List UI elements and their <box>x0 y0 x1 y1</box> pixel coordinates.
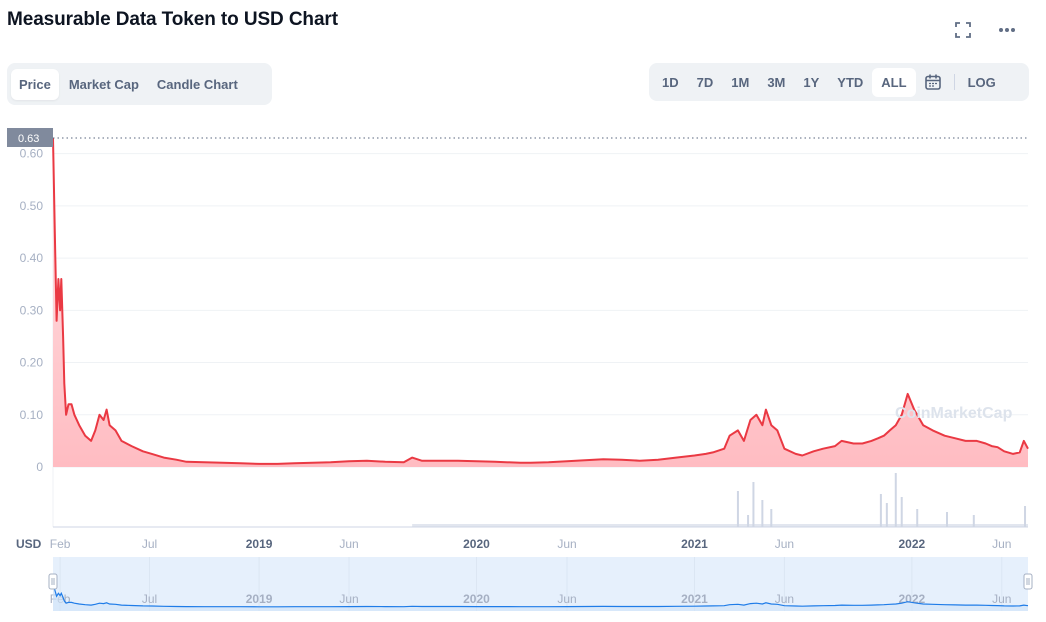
log-toggle[interactable]: LOG <box>967 74 996 90</box>
y-tick-label: 0.30 <box>20 303 44 317</box>
x-tick-label: Jun <box>339 537 358 551</box>
volume-bar <box>747 515 750 527</box>
range-all[interactable]: ALL <box>872 67 916 97</box>
volume-bar <box>1024 506 1027 527</box>
tab-price[interactable]: Price <box>11 68 59 100</box>
volume-baseline <box>412 524 1028 527</box>
x-axis: Feb Jul 2019 Jun 2020 Jun 2021 Jun 2022 Jun <box>50 537 1012 551</box>
volume-bar <box>736 491 739 527</box>
tab-candle-chart[interactable]: Candle Chart <box>156 76 238 92</box>
time-range-selector: 1D 7D 1M 3M 1Y YTD ALL LOG <box>649 63 1029 101</box>
volume-bar <box>945 512 948 527</box>
price-area <box>53 138 1028 467</box>
navigator-tick-label: Jun <box>775 592 794 606</box>
volume-bar <box>770 509 773 527</box>
y-tick-label: 0.40 <box>20 251 44 265</box>
more-icon[interactable] <box>995 18 1019 42</box>
max-value-label: 0.63 <box>18 133 39 145</box>
chart-type-tabs: Price Market Cap Candle Chart <box>7 63 272 105</box>
y-tick-label: 0.10 <box>20 408 44 422</box>
navigator-range[interactable] <box>53 557 1028 611</box>
range-1y[interactable]: 1Y <box>803 74 820 90</box>
navigator-tick-label: 2019 <box>246 592 273 606</box>
navigator-tick-label: Feb <box>50 592 71 606</box>
volume-bar <box>885 503 888 527</box>
volume-bar <box>879 494 882 527</box>
fullscreen-icon[interactable] <box>951 18 975 42</box>
x-tick-label: Jun <box>557 537 576 551</box>
y-tick-label: 0.50 <box>20 199 44 213</box>
volume-bar <box>972 515 975 527</box>
navigator: Feb Jul 2019 Jun 2020 Jun 2021 Jun 2022 Jun <box>48 557 1033 611</box>
range-1m[interactable]: 1M <box>731 74 750 90</box>
x-tick-label: Feb <box>50 537 71 551</box>
range-ytd[interactable]: YTD <box>837 74 864 90</box>
calendar-icon[interactable] <box>922 71 944 93</box>
volume-bars <box>412 473 1028 527</box>
navigator-line <box>52 582 1029 608</box>
volume-bar <box>752 482 755 527</box>
range-1d[interactable]: 1D <box>662 74 679 90</box>
range-7d[interactable]: 7D <box>696 74 714 90</box>
grid-lines <box>52 138 1028 528</box>
currency-label: USD <box>16 537 42 551</box>
navigator-tick-label: Jun <box>557 592 576 606</box>
price-line <box>52 137 1029 465</box>
tab-market-cap[interactable]: Market Cap <box>68 76 139 92</box>
watermark: CoinMarketCap <box>895 405 1013 422</box>
volume-bar <box>894 473 897 527</box>
y-axis: 0 0.10 0.20 0.30 0.40 0.50 0.60 <box>20 147 44 474</box>
navigator-tick-label: Jun <box>339 592 358 606</box>
x-tick-label: 2022 <box>899 537 926 551</box>
volume-bar <box>761 500 764 527</box>
navigator-handle-left[interactable] <box>48 573 58 590</box>
x-tick-label: Jun <box>992 537 1011 551</box>
x-tick-label: Jun <box>775 537 794 551</box>
range-3m[interactable]: 3M <box>767 74 786 90</box>
navigator-tick-label: Jul <box>142 592 157 606</box>
volume-bar <box>900 497 903 527</box>
navigator-area <box>53 583 1028 611</box>
y-tick-label: 0.20 <box>20 356 44 370</box>
max-badge: 0.63 <box>7 128 53 147</box>
navigator-tick-label: 2021 <box>681 592 708 606</box>
navigator-tick-label: 2020 <box>463 592 490 606</box>
y-tick-label: 0.60 <box>20 147 44 161</box>
navigator-tick-label: Jun <box>992 592 1011 606</box>
chart-title: Measurable Data Token to USD Chart <box>7 9 338 30</box>
x-tick-label: 2020 <box>463 537 490 551</box>
y-tick-label: 0 <box>36 460 43 474</box>
x-tick-label: 2019 <box>246 537 273 551</box>
volume-bar <box>916 509 919 527</box>
navigator-tick-label: 2022 <box>899 592 926 606</box>
range-divider <box>953 74 955 90</box>
navigator-handle-right[interactable] <box>1023 573 1033 590</box>
x-tick-label: Jul <box>142 537 157 551</box>
x-tick-label: 2021 <box>681 537 708 551</box>
